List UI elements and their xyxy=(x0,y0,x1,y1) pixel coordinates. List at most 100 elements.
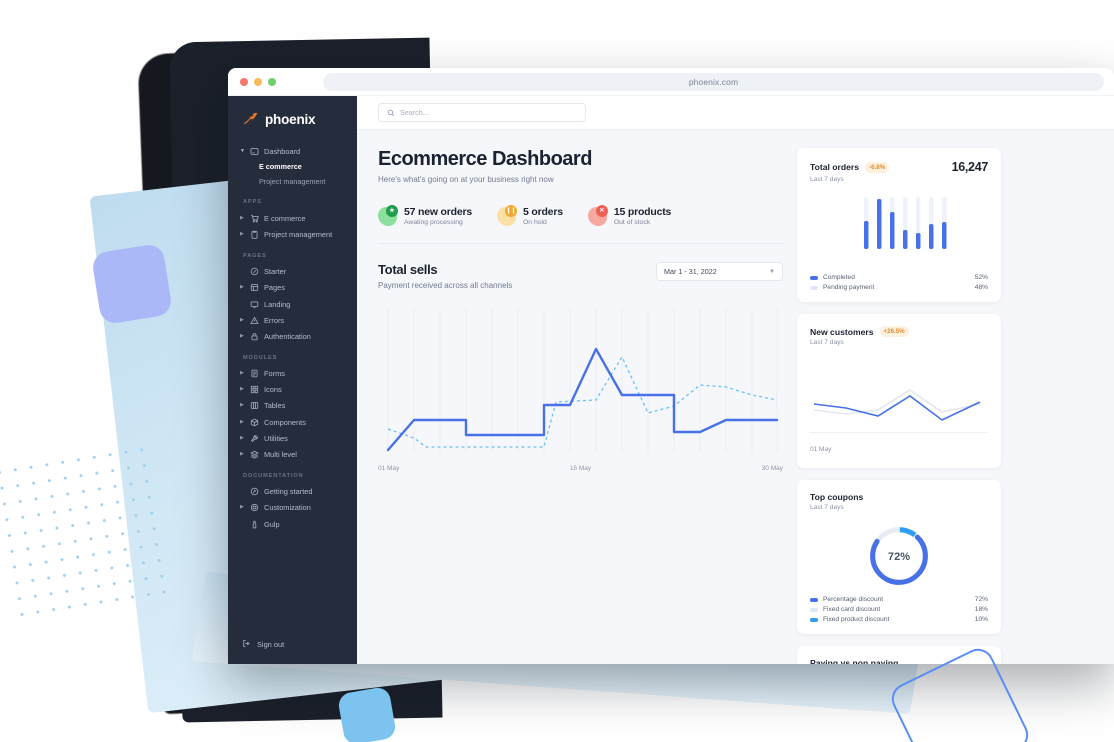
sidebar-item-label: Pages xyxy=(264,283,285,293)
sign-out-button[interactable]: Sign out xyxy=(228,639,357,664)
sidebar-item-dashboard[interactable]: ▼ Dashboard xyxy=(228,143,357,159)
sidebar-item-landing[interactable]: Landing xyxy=(228,296,357,312)
series-current-period xyxy=(386,347,779,452)
date-range-value: Mar 1 - 31, 2022 xyxy=(664,267,717,276)
sidebar-item-label: Authentication xyxy=(264,331,311,341)
sidebar-item-apps-ecommerce[interactable]: ▶ E commerce xyxy=(228,210,357,226)
chevron-down-icon: ▼ xyxy=(240,147,245,154)
search-field[interactable] xyxy=(400,108,577,117)
quick-stat-caption: Out of stock xyxy=(613,219,651,226)
legend-label: Fixed product discount xyxy=(823,616,890,623)
legend-item: Completed 52% xyxy=(810,274,988,281)
brand-logo[interactable]: phoenix xyxy=(228,96,357,127)
right-column: Total orders -6.8% 16,247 Last 7 days xyxy=(797,148,1114,664)
decorative-periwinkle-square xyxy=(90,242,174,326)
axis-tick-label: 15 May xyxy=(569,465,592,472)
sidebar-item-label: Multi level xyxy=(264,450,297,460)
sidebar-item-tables[interactable]: ▶ Tables xyxy=(228,398,357,414)
quick-stat-caption: Awating processing xyxy=(404,219,463,226)
legend-value: 10% xyxy=(974,616,988,623)
card-title: New customers xyxy=(810,326,874,337)
dashboard-icon xyxy=(250,147,259,156)
chevron-right-icon: ▶ xyxy=(240,451,244,458)
quick-stat-count: 5 orders xyxy=(523,206,563,218)
close-window-dot[interactable] xyxy=(240,77,248,86)
new-customers-sparkline xyxy=(813,389,981,421)
axis-tick-label: 30 May xyxy=(761,465,783,472)
minimize-window-dot[interactable] xyxy=(254,77,262,86)
sidebar-item-apps-project-management[interactable]: ▶ Project management xyxy=(228,226,357,242)
sidebar-item-components[interactable]: ▶ Components xyxy=(228,414,357,430)
lock-icon xyxy=(250,332,259,341)
total-orders-bar-chart xyxy=(864,197,947,249)
sidebar-section-apps: APPS xyxy=(243,199,262,206)
legend-label: Fixed card discount xyxy=(823,606,881,613)
signout-icon xyxy=(242,639,251,650)
total-sells-axis: 01 May 15 May 30 May xyxy=(378,465,783,472)
sign-out-label: Sign out xyxy=(257,640,285,649)
legend-item: Pending payment 48% xyxy=(810,284,988,291)
total-sells-header: Total sells Payment received across all … xyxy=(378,262,783,290)
donut-center-label: 72% xyxy=(888,551,910,563)
card-total-orders: Total orders -6.8% 16,247 Last 7 days xyxy=(797,148,1001,302)
top-coupons-donut: 72% xyxy=(810,517,988,595)
sidebar-item-label: Getting started xyxy=(264,487,313,497)
legend-label: Percentage discount xyxy=(823,596,884,603)
total-sells-title: Total sells xyxy=(378,262,438,277)
top-bar xyxy=(357,96,1114,130)
card-paying-vs-non-paying: Paying vs non paying Last 7 days xyxy=(797,646,1001,664)
quick-stat-new-orders[interactable]: ★ 57 new orders Awating processing xyxy=(378,204,473,226)
card-top-coupons: Top coupons Last 7 days 72% xyxy=(797,480,1001,634)
date-range-select[interactable]: Mar 1 - 31, 2022 ▼ xyxy=(656,262,783,281)
sidebar-item-multi-level[interactable]: ▶ Multi level xyxy=(228,446,357,462)
legend-swatch xyxy=(810,617,818,622)
browser-titlebar: phoenix.com xyxy=(228,68,1114,96)
sidebar-item-label: Errors xyxy=(264,315,285,325)
sidebar-item-forms[interactable]: ▶ Forms xyxy=(228,366,357,382)
chevron-right-icon: ▶ xyxy=(240,214,244,221)
axis-tick-label: 01 May xyxy=(378,465,400,472)
quick-stat-out-of-stock[interactable]: ✕ 15 products Out of stock xyxy=(587,204,671,226)
legend-swatch xyxy=(810,607,818,612)
wrench-icon xyxy=(250,434,259,443)
legend-value: 72% xyxy=(974,596,988,603)
total-sells-section: Total sells Payment received across all … xyxy=(378,262,783,472)
sidebar-item-utilities[interactable]: ▶ Utilities xyxy=(228,430,357,446)
sidebar-item-gulp[interactable]: Gulp xyxy=(228,516,357,532)
sidebar-item-getting-started[interactable]: Getting started xyxy=(228,484,357,500)
quick-stat-count: 57 new orders xyxy=(404,206,473,218)
window-controls[interactable] xyxy=(228,77,276,86)
search-input[interactable] xyxy=(378,103,586,122)
sidebar-subitem-ecommerce[interactable]: E commerce xyxy=(259,162,302,172)
sidebar-section-modules: MODULES xyxy=(243,354,278,361)
x-badge-icon: ✕ xyxy=(587,204,608,226)
sidebar-item-starter[interactable]: Starter xyxy=(228,264,357,280)
card-kpi-value: 16,247 xyxy=(951,160,989,174)
axis-tick-label: 01 May xyxy=(810,446,832,453)
sidebar-item-pages[interactable]: ▶ Pages xyxy=(228,280,357,296)
warning-triangle-icon xyxy=(250,316,259,325)
star-badge-icon: ★ xyxy=(378,204,398,226)
card-title: Total orders xyxy=(810,162,860,172)
sidebar-item-icons[interactable]: ▶ Icons xyxy=(228,382,357,398)
quick-stat-on-hold[interactable]: ❙❙ 5 orders On hold xyxy=(497,204,563,226)
sidebar-item-label: Landing xyxy=(264,299,291,309)
sidebar-subitem-project-management[interactable]: Project management xyxy=(259,177,326,187)
card-legend: Completed 52% Pending payment 48% xyxy=(810,271,988,291)
search-icon xyxy=(387,104,395,122)
sidebar-item-errors[interactable]: ▶ Errors xyxy=(228,312,357,328)
sidebar-section-documentation: DOCUMENTATION xyxy=(243,472,304,479)
sidebar-item-customization[interactable]: ▶ Customization xyxy=(228,500,357,516)
address-bar[interactable]: phoenix.com xyxy=(323,73,1104,91)
maximize-window-dot[interactable] xyxy=(268,77,276,86)
chevron-right-icon: ▶ xyxy=(240,386,244,393)
legend-value: 48% xyxy=(974,284,988,291)
phoenix-bird-icon xyxy=(242,112,259,127)
status-badge: +26.5% xyxy=(879,326,909,337)
sidebar-item-label: Components xyxy=(264,417,306,427)
total-sells-chart xyxy=(386,309,779,453)
chevron-right-icon: ▶ xyxy=(240,332,244,339)
sidebar-item-authentication[interactable]: ▶ Authentication xyxy=(228,328,357,344)
chevron-right-icon: ▶ xyxy=(240,418,244,425)
total-sells-subtitle: Payment received across all channels xyxy=(378,281,513,290)
